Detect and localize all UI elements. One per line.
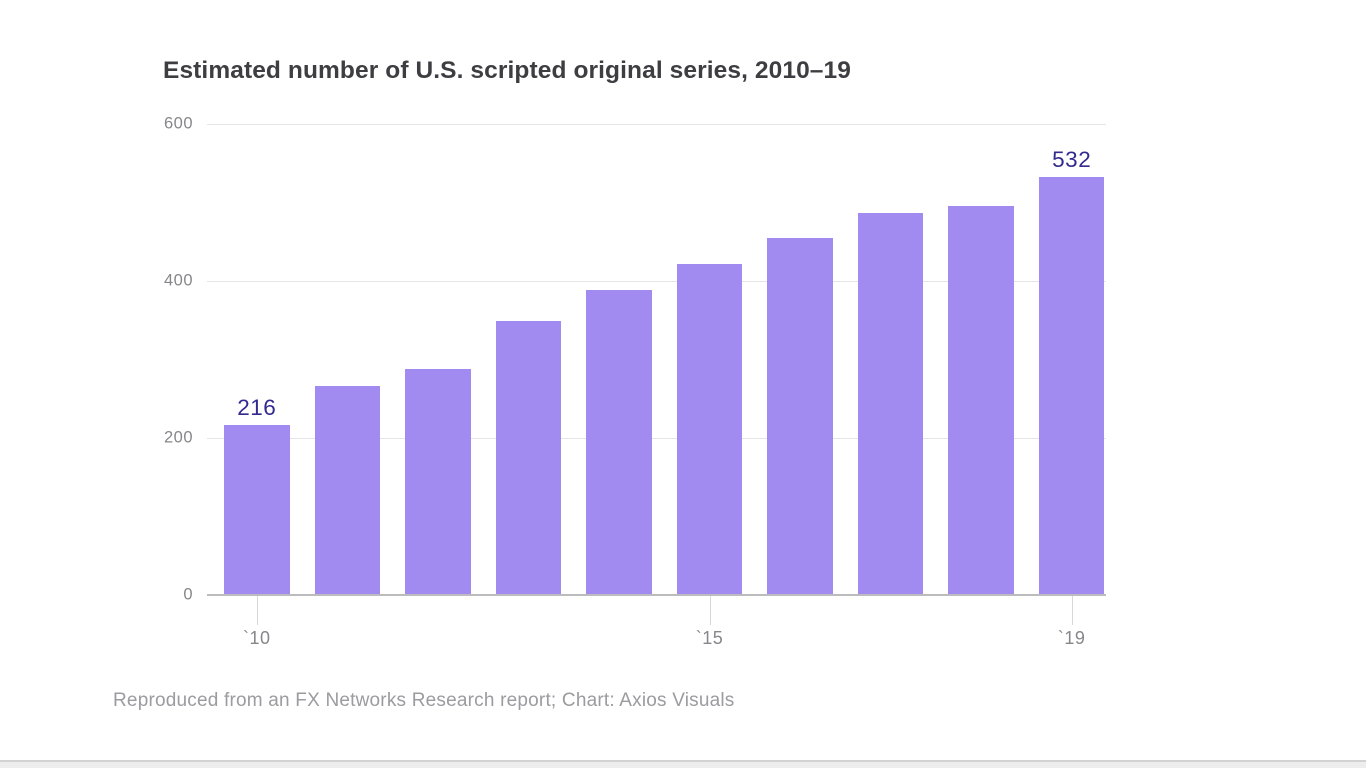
y-tick-label-200: 200 bbox=[163, 428, 193, 447]
bar-value-label-2010: 216 bbox=[237, 395, 277, 421]
bar-2014 bbox=[586, 289, 652, 595]
bar-chart-plot-area: 600 400 200 0 216 532 `10 `15 `19 bbox=[164, 115, 1106, 648]
x-axis-baseline bbox=[207, 594, 1106, 596]
bar-2018 bbox=[948, 206, 1014, 595]
window-bottom-border bbox=[0, 760, 1366, 762]
bar-2016 bbox=[767, 237, 833, 595]
bar-2010 bbox=[224, 425, 290, 595]
gridline-400 bbox=[207, 281, 1106, 282]
x-tick-mark-2015 bbox=[709, 596, 711, 625]
bar-2019 bbox=[1038, 177, 1105, 595]
y-tick-label-600: 600 bbox=[163, 114, 193, 133]
window-bottom-strip bbox=[0, 762, 1366, 768]
chart-source-credit: Reproduced from an FX Networks Research … bbox=[113, 690, 735, 711]
y-tick-label-400: 400 bbox=[163, 271, 193, 290]
x-tick-mark-2019 bbox=[1071, 596, 1073, 625]
bar-2013 bbox=[495, 321, 562, 595]
chart-title: Estimated number of U.S. scripted origin… bbox=[163, 57, 851, 84]
bar-2011 bbox=[314, 386, 381, 595]
x-tick-mark-2010 bbox=[256, 596, 258, 625]
bar-2017 bbox=[857, 212, 924, 595]
bar-value-label-2019: 532 bbox=[1052, 147, 1092, 173]
gridline-200 bbox=[207, 438, 1106, 439]
y-tick-label-0: 0 bbox=[183, 585, 193, 604]
x-tick-label-2010: `10 bbox=[242, 628, 271, 648]
x-tick-label-2015: `15 bbox=[695, 628, 724, 648]
bar-2015 bbox=[676, 263, 743, 595]
x-tick-label-2019: `19 bbox=[1057, 628, 1086, 648]
bar-2012 bbox=[405, 368, 471, 595]
gridline-600 bbox=[207, 124, 1106, 125]
